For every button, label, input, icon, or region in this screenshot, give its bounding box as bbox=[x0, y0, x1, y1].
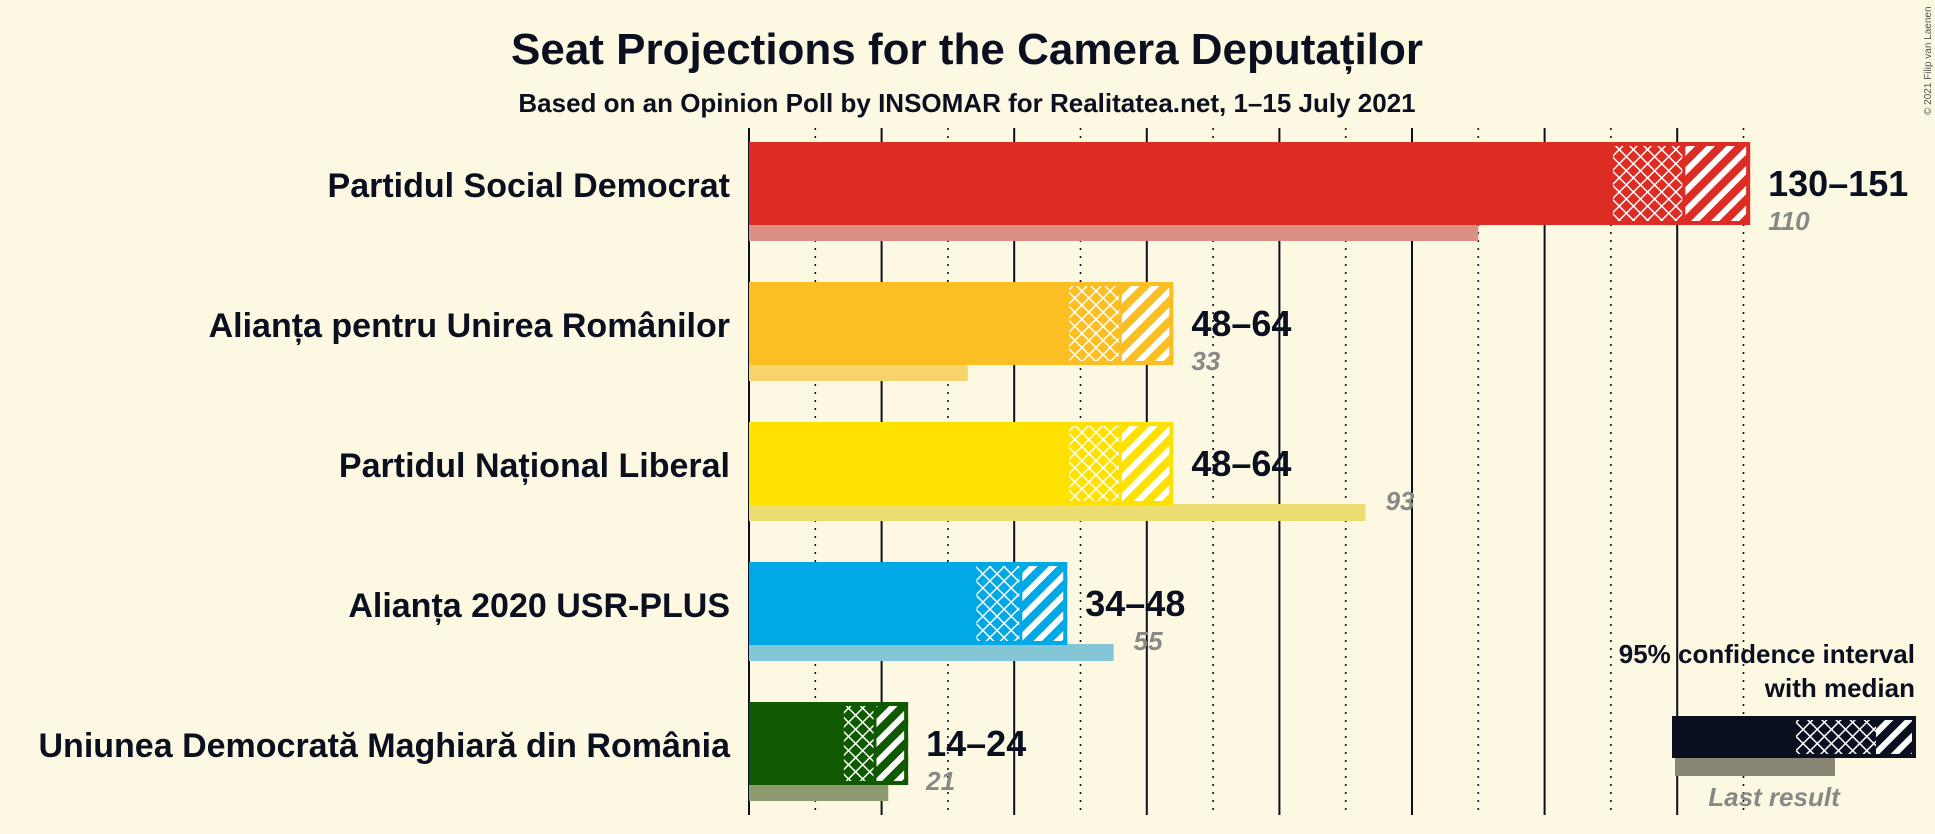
legend-hatch-swatch bbox=[1794, 716, 1876, 758]
ci-upper-hatch bbox=[1020, 562, 1068, 645]
legend-subtitle: with median bbox=[1764, 673, 1915, 703]
ci-lower-hatch bbox=[1067, 282, 1121, 365]
ci-solid-bar bbox=[749, 702, 842, 785]
ci-solid-bar bbox=[749, 562, 975, 645]
ci-upper-hatch bbox=[1683, 142, 1751, 225]
ci-upper-hatch bbox=[874, 702, 909, 785]
ci-solid-bar bbox=[749, 282, 1068, 365]
chart-subtitle: Based on an Opinion Poll by INSOMAR for … bbox=[518, 88, 1415, 118]
legend: 95% confidence interval with median Last r… bbox=[1619, 639, 1916, 812]
ci-solid-bar bbox=[749, 142, 1611, 225]
ci-lower-hatch bbox=[1610, 142, 1684, 225]
copyright-notice: © 2021 Filip van Laenen bbox=[1923, 6, 1934, 115]
last-result-label: 110 bbox=[1768, 206, 1810, 236]
ci-lower-hatch bbox=[974, 562, 1021, 645]
last-result-bar bbox=[749, 364, 968, 381]
ci-lower-hatch bbox=[1067, 422, 1121, 505]
party-row: Uniunea Democrată Maghiară din România 14… bbox=[39, 702, 1026, 801]
party-label: Partidul Social Democrat bbox=[328, 167, 730, 205]
party-label: Alianța pentru Unirea Românilor bbox=[209, 307, 730, 345]
last-result-label: 21 bbox=[925, 766, 955, 796]
legend-solid-swatch bbox=[1672, 716, 1794, 758]
legend-title: 95% confidence interval bbox=[1619, 639, 1915, 669]
last-result-label: 33 bbox=[1191, 346, 1220, 376]
last-result-bar bbox=[749, 644, 1114, 661]
party-label: Alianța 2020 USR-PLUS bbox=[348, 587, 730, 625]
chart-title: Seat Projections for the Camera Deputați… bbox=[511, 25, 1423, 74]
last-result-label: 93 bbox=[1386, 486, 1415, 516]
range-label: 48–64 bbox=[1191, 303, 1291, 344]
ci-solid-bar bbox=[749, 422, 1068, 505]
ci-outline bbox=[1608, 142, 1751, 225]
ci-lower-hatch bbox=[841, 702, 875, 785]
range-label: 34–48 bbox=[1085, 583, 1185, 624]
last-result-bar bbox=[749, 504, 1366, 521]
party-row: Partidul Național Liberal 48–64 93 bbox=[339, 422, 1415, 521]
range-label: 130–151 bbox=[1768, 163, 1908, 204]
range-label: 14–24 bbox=[926, 723, 1026, 764]
legend-diagonal-swatch bbox=[1876, 716, 1916, 758]
ci-upper-hatch bbox=[1120, 422, 1174, 505]
last-result-bar bbox=[749, 784, 889, 801]
last-result-label: 55 bbox=[1134, 626, 1163, 656]
party-label: Partidul Național Liberal bbox=[339, 447, 730, 485]
ci-upper-hatch bbox=[1120, 282, 1174, 365]
legend-last-result: Last result bbox=[1708, 782, 1841, 812]
party-label: Uniunea Democrată Maghiară din România bbox=[39, 727, 732, 765]
last-result-bar bbox=[749, 224, 1479, 241]
legend-outline bbox=[1792, 716, 1916, 758]
legend-last-swatch bbox=[1675, 758, 1835, 776]
range-label: 48–64 bbox=[1191, 443, 1291, 484]
